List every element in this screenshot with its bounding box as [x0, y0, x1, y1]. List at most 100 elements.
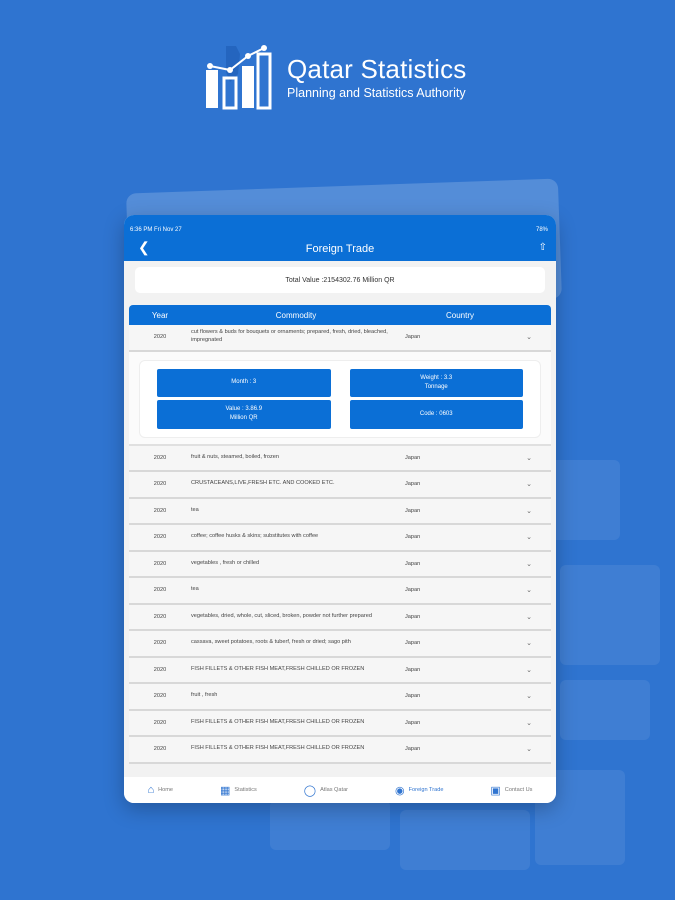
- chevron-down-icon[interactable]: ⌄: [526, 746, 532, 754]
- row-country: Japan: [405, 613, 421, 620]
- table-row[interactable]: 2020 fruit & nuts, steamed, boiled, froz…: [129, 445, 551, 472]
- brand-title: Qatar Statistics: [287, 54, 467, 84]
- tab-label: Foreign Trade: [408, 787, 444, 793]
- chevron-down-icon[interactable]: ⌄: [526, 534, 532, 542]
- row-commodity: tea: [191, 586, 199, 593]
- back-button[interactable]: ❮: [138, 239, 150, 255]
- row-country: Japan: [405, 454, 421, 461]
- table-row[interactable]: 2020 vegetables , fresh or chilled Japan…: [129, 551, 551, 578]
- chevron-down-icon[interactable]: ⌄: [526, 481, 532, 489]
- row-commodity: cassava, sweet potatoes, roots & tuberf,…: [191, 639, 351, 646]
- tab-atlas-qatar[interactable]: ◯ Atlas Qatar: [304, 784, 348, 797]
- header-commodity: Commodity: [275, 310, 317, 320]
- brand-subtitle: Planning and Statistics Authority: [287, 86, 466, 100]
- statistics-icon: ▦: [220, 784, 231, 797]
- row-commodity: coffee; coffee husks & skins; substitute…: [191, 533, 319, 540]
- tab-label: Home: [158, 787, 174, 793]
- row-commodity: vegetables, dried, whole, cut, sliced, b…: [191, 612, 372, 619]
- row-year: 2020: [153, 587, 167, 594]
- chevron-down-icon[interactable]: ⌄: [526, 613, 532, 621]
- row-commodity: FISH FILLETS & OTHER FISH MEAT,FRESH CHI…: [191, 745, 365, 752]
- table-row[interactable]: 2020 FISH FILLETS & OTHER FISH MEAT,FRES…: [129, 657, 551, 684]
- row-country: Japan: [405, 481, 421, 488]
- table-row[interactable]: 2020 vegetables, dried, whole, cut, slic…: [129, 604, 551, 631]
- header-year: Year: [151, 310, 169, 320]
- chevron-down-icon[interactable]: ⌄: [526, 693, 532, 701]
- nav-bar: 6:36 PM Fri Nov 27 78% ❮ Foreign Trade ⇧: [124, 215, 556, 261]
- row-commodity: vegetables , fresh or chilled: [191, 559, 260, 566]
- row-country: Japan: [405, 719, 421, 726]
- contact-icon: ▣: [490, 784, 501, 797]
- tab-label: Atlas Qatar: [320, 787, 349, 793]
- chevron-down-icon[interactable]: ⌄: [526, 560, 532, 568]
- detail-weight: Weight : 3.3 Tonnage: [349, 368, 523, 397]
- bg-decor: [560, 680, 650, 740]
- row-year: 2020: [153, 640, 167, 647]
- row-commodity: FISH FILLETS & OTHER FISH MEAT,FRESH CHI…: [191, 718, 365, 725]
- row-country: Japan: [405, 587, 421, 594]
- row-commodity: CRUSTACEANS,LIVE,FRESH ETC. AND COOKED E…: [191, 480, 335, 487]
- table-row[interactable]: 2020 FISH FILLETS & OTHER FISH MEAT,FRES…: [129, 710, 551, 737]
- total-value: Total Value :2154302.76 Million QR: [135, 267, 545, 293]
- tab-bar: ⌂ Home ▦ Statistics ◯ Atlas Qatar ◉ Fore…: [124, 777, 556, 803]
- chevron-down-icon[interactable]: ⌄: [526, 334, 532, 342]
- table-header: Year Commodity Country: [129, 305, 551, 325]
- header-country: Country: [445, 310, 474, 320]
- row-country: Japan: [405, 693, 421, 700]
- bg-decor: [400, 810, 530, 870]
- share-icon[interactable]: ⇧: [538, 242, 547, 253]
- row-country: Japan: [405, 746, 421, 753]
- row-country: Japan: [405, 534, 421, 541]
- chevron-down-icon[interactable]: ⌄: [526, 587, 532, 595]
- table-row[interactable]: 2020 fruit , fresh Japan ⌄: [129, 684, 551, 711]
- row-year: 2020: [153, 560, 167, 567]
- row-year: 2020: [153, 507, 167, 514]
- row-year: 2020: [153, 534, 167, 541]
- row-commodity: FISH FILLETS & OTHER FISH MEAT,FRESH CHI…: [191, 665, 365, 672]
- map-icon: ◯: [303, 784, 317, 797]
- tab-home[interactable]: ⌂ Home: [147, 784, 173, 796]
- row-year: 2020: [153, 334, 167, 341]
- chevron-down-icon[interactable]: ⌄: [526, 719, 532, 727]
- row-year: 2020: [153, 746, 167, 753]
- tab-statistics[interactable]: ▦ Statistics: [220, 784, 257, 797]
- logo-icon: [206, 45, 272, 110]
- row-year: 2020: [153, 666, 167, 673]
- bg-decor: [270, 800, 390, 850]
- globe-icon: ◉: [395, 784, 405, 797]
- row-country: Japan: [405, 640, 421, 647]
- row-country: Japan: [405, 666, 421, 673]
- chevron-down-icon[interactable]: ⌄: [526, 640, 532, 648]
- row-year: 2020: [153, 693, 167, 700]
- table-row[interactable]: 2020 cassava, sweet potatoes, roots & tu…: [129, 631, 551, 658]
- table-row[interactable]: 2020 FISH FILLETS & OTHER FISH MEAT,FRES…: [129, 737, 551, 764]
- page-title: Foreign Trade: [305, 243, 375, 255]
- row-country: Japan: [405, 507, 421, 514]
- row-commodity: cut flowers & buds for bouquets or ornam…: [191, 329, 388, 344]
- table-row[interactable]: 2020 coffee; coffee husks & skins; subst…: [129, 525, 551, 552]
- chevron-down-icon[interactable]: ⌄: [526, 454, 532, 462]
- bg-decor: [560, 565, 660, 665]
- table-row[interactable]: 2020 CRUSTACEANS,LIVE,FRESH ETC. AND COO…: [129, 472, 551, 499]
- status-bar: 6:36 PM Fri Nov 27 78%: [130, 227, 548, 233]
- tab-contact-us[interactable]: ▣ Contact Us: [490, 784, 532, 797]
- table-row[interactable]: 2020 cut flowers & buds for bouquets or …: [129, 325, 551, 352]
- chevron-down-icon[interactable]: ⌄: [526, 507, 532, 515]
- row-year: 2020: [153, 613, 167, 620]
- table-row[interactable]: 2020 tea Japan ⌄: [129, 578, 551, 605]
- status-battery: 78%: [535, 227, 548, 233]
- tab-foreign-trade[interactable]: ◉ Foreign Trade: [395, 784, 443, 797]
- row-country: Japan: [405, 560, 421, 567]
- row-country: Japan: [405, 334, 421, 341]
- tab-label: Statistics: [234, 787, 257, 793]
- device-screen: 6:36 PM Fri Nov 27 78% ❮ Foreign Trade ⇧…: [124, 215, 556, 803]
- row-year: 2020: [153, 481, 167, 488]
- row-year: 2020: [153, 719, 167, 726]
- chevron-down-icon[interactable]: ⌄: [526, 666, 532, 674]
- detail-value: Value : 3.86.9 Million QR: [157, 400, 331, 429]
- trade-table: Year Commodity Country 2020 cut flowers …: [129, 305, 551, 764]
- table-row[interactable]: 2020 tea Japan ⌄: [129, 498, 551, 525]
- row-year: 2020: [153, 454, 167, 461]
- row-commodity: fruit & nuts, steamed, boiled, frozen: [191, 453, 279, 460]
- row-commodity: fruit , fresh: [191, 692, 218, 699]
